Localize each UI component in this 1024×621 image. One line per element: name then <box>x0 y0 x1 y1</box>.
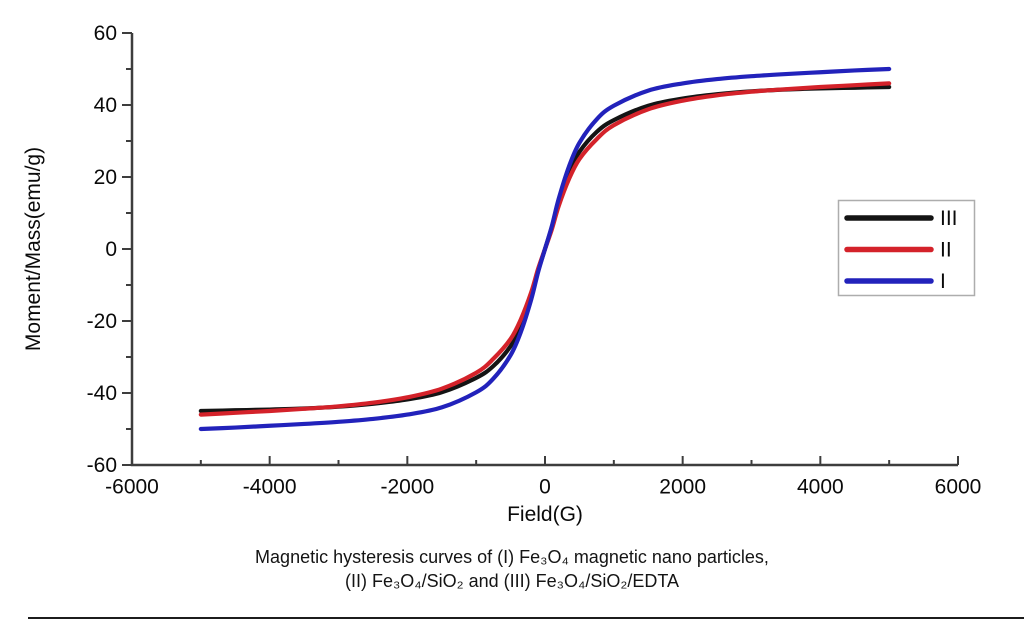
x-tick-label: -6000 <box>105 475 159 498</box>
y-tick-label: -60 <box>87 454 117 477</box>
curve-I <box>198 66 892 432</box>
caption-line-2: (II) Fe₃O₄/SiO₂ and (III) Fe₃O₄/SiO₂/EDT… <box>344 571 680 591</box>
legend-label-I: I <box>940 270 946 293</box>
x-tick-label: -2000 <box>380 475 434 498</box>
x-tick-label: 2000 <box>659 475 706 498</box>
bottom-crop-line <box>28 617 1024 619</box>
legend: III II I <box>837 199 976 297</box>
y-tick-label: -20 <box>87 310 117 333</box>
y-tick-label: 0 <box>105 238 117 261</box>
chart-canvas: -6000 -4000 -2000 0 2000 4000 6000 60 40 20 0 -20 -4… <box>22 22 982 526</box>
y-tick-label: 40 <box>94 94 117 117</box>
y-tick-label: 20 <box>94 166 117 189</box>
figure-caption: Magnetic hysteresis curves of (I) Fe₃O₄ … <box>0 545 1024 593</box>
x-tick-label: 0 <box>539 475 551 498</box>
x-tick-label: 4000 <box>797 475 844 498</box>
x-tick-label: 6000 <box>935 475 982 498</box>
legend-label-II: II <box>940 239 952 262</box>
curve-group <box>198 66 892 432</box>
x-axis-title: Field(G) <box>507 503 583 526</box>
y-tick-label: -40 <box>87 382 117 405</box>
axis-ticks: -6000 -4000 -2000 0 2000 4000 6000 60 40 20 0 -20 -4… <box>87 22 982 498</box>
y-tick-label: 60 <box>94 22 117 45</box>
y-axis-title: Moment/Mass(emu/g) <box>22 147 45 351</box>
caption-line-1: Magnetic hysteresis curves of (I) Fe₃O₄ … <box>255 547 769 567</box>
x-tick-label: -4000 <box>243 475 297 498</box>
legend-label-III: III <box>940 207 958 230</box>
